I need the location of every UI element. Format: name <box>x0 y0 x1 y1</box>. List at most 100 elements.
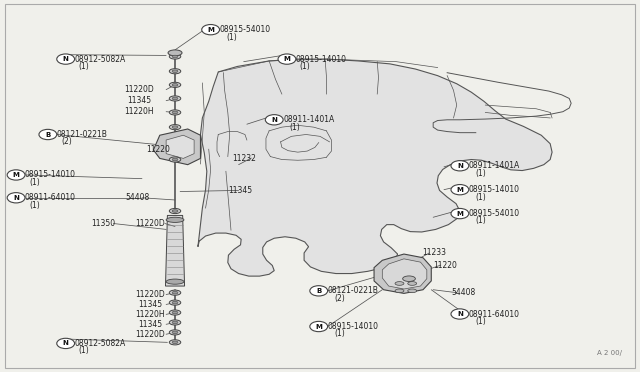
Polygon shape <box>166 215 184 286</box>
Circle shape <box>451 161 468 171</box>
Text: (1): (1) <box>227 32 237 42</box>
Text: N: N <box>457 163 463 169</box>
Text: (1): (1) <box>475 217 486 225</box>
Text: 11233: 11233 <box>422 248 445 257</box>
Circle shape <box>57 338 75 349</box>
Text: M: M <box>316 324 322 330</box>
Ellipse shape <box>172 55 178 58</box>
Text: 08911-1401A: 08911-1401A <box>283 115 334 124</box>
Circle shape <box>7 193 25 203</box>
Ellipse shape <box>395 289 404 293</box>
Text: (1): (1) <box>289 123 300 132</box>
Ellipse shape <box>170 82 180 87</box>
Circle shape <box>451 185 468 195</box>
Text: 08912-5082A: 08912-5082A <box>75 55 126 64</box>
Ellipse shape <box>172 331 178 334</box>
Ellipse shape <box>172 341 178 344</box>
Text: (1): (1) <box>475 317 486 326</box>
Circle shape <box>39 129 57 140</box>
Ellipse shape <box>408 282 417 285</box>
Ellipse shape <box>172 291 178 294</box>
Text: (1): (1) <box>29 201 40 210</box>
Text: 08121-0221B: 08121-0221B <box>328 286 378 295</box>
Ellipse shape <box>170 290 180 295</box>
Ellipse shape <box>170 208 180 214</box>
Circle shape <box>57 54 75 64</box>
Text: N: N <box>13 195 19 201</box>
Text: (1): (1) <box>78 346 89 355</box>
Text: (1): (1) <box>475 193 486 202</box>
Text: 08912-5082A: 08912-5082A <box>75 339 126 348</box>
Text: 11345: 11345 <box>228 186 253 195</box>
Text: 08915-14010: 08915-14010 <box>25 170 76 179</box>
Text: (1): (1) <box>300 62 310 71</box>
Text: B: B <box>45 132 51 138</box>
Text: M: M <box>284 56 291 62</box>
Text: M: M <box>207 27 214 33</box>
Text: A 2 00/: A 2 00/ <box>597 350 622 356</box>
Text: 11345: 11345 <box>127 96 151 105</box>
Ellipse shape <box>168 50 182 56</box>
Text: N: N <box>63 56 68 62</box>
Circle shape <box>202 25 220 35</box>
Circle shape <box>278 54 296 64</box>
Text: 11220D: 11220D <box>124 85 154 94</box>
Text: 08911-64010: 08911-64010 <box>25 193 76 202</box>
Text: (1): (1) <box>475 169 486 177</box>
Text: 11220H: 11220H <box>124 107 154 116</box>
Text: (1): (1) <box>78 62 89 71</box>
Text: 11220: 11220 <box>433 260 457 270</box>
Text: (2): (2) <box>61 137 72 146</box>
Ellipse shape <box>172 311 178 314</box>
Text: 08915-54010: 08915-54010 <box>468 209 520 218</box>
Text: N: N <box>271 117 277 123</box>
Ellipse shape <box>170 157 180 162</box>
Polygon shape <box>382 259 427 289</box>
Text: 11232: 11232 <box>232 154 256 163</box>
Ellipse shape <box>170 96 180 101</box>
Ellipse shape <box>172 70 178 73</box>
Text: M: M <box>456 187 463 193</box>
Circle shape <box>310 286 328 296</box>
Circle shape <box>7 170 25 180</box>
Ellipse shape <box>395 282 404 285</box>
Text: 11220D: 11220D <box>136 219 165 228</box>
Text: 54408: 54408 <box>451 288 476 297</box>
Ellipse shape <box>172 84 178 86</box>
Text: B: B <box>316 288 321 294</box>
Text: 08915-14010: 08915-14010 <box>468 185 520 194</box>
Ellipse shape <box>172 321 178 324</box>
Text: 08915-54010: 08915-54010 <box>220 25 271 34</box>
Ellipse shape <box>403 276 415 282</box>
Ellipse shape <box>172 158 178 161</box>
Text: 11220: 11220 <box>146 145 170 154</box>
Ellipse shape <box>170 310 180 315</box>
Ellipse shape <box>408 289 417 293</box>
Ellipse shape <box>170 54 180 59</box>
Circle shape <box>451 208 468 219</box>
Polygon shape <box>198 59 552 276</box>
Text: 11220D: 11220D <box>136 290 165 299</box>
Circle shape <box>266 115 283 125</box>
Text: N: N <box>457 311 463 317</box>
Ellipse shape <box>172 301 178 304</box>
Polygon shape <box>166 135 194 158</box>
Ellipse shape <box>172 210 178 212</box>
Text: (2): (2) <box>334 294 345 303</box>
Ellipse shape <box>172 111 178 114</box>
Ellipse shape <box>172 126 178 128</box>
Text: 11220H: 11220H <box>136 310 165 319</box>
Text: 11345: 11345 <box>138 300 163 309</box>
Ellipse shape <box>166 279 184 284</box>
Circle shape <box>451 309 468 319</box>
Circle shape <box>310 321 328 332</box>
Text: 08915-14010: 08915-14010 <box>296 55 347 64</box>
Polygon shape <box>154 129 200 165</box>
Text: 08121-0221B: 08121-0221B <box>57 130 108 139</box>
Text: N: N <box>63 340 68 346</box>
Ellipse shape <box>166 217 184 222</box>
Text: (1): (1) <box>29 178 40 187</box>
Ellipse shape <box>170 110 180 115</box>
Text: M: M <box>13 172 19 178</box>
Polygon shape <box>374 254 431 294</box>
